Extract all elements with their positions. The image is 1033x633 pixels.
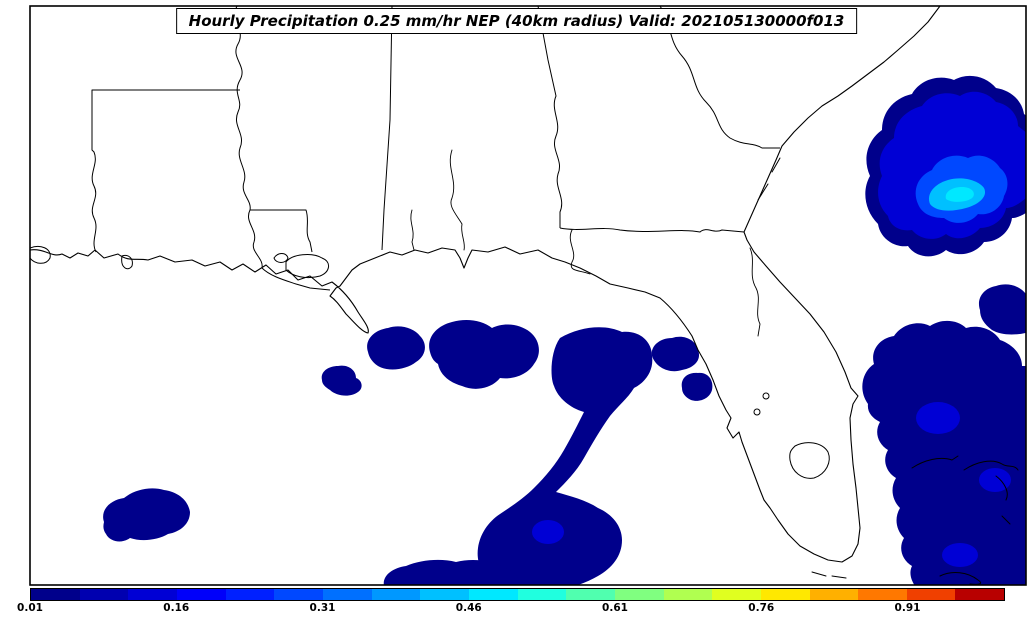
geography: [30, 6, 1019, 585]
colorbar-segment: [176, 589, 226, 600]
state-border-la-ms-31n: [250, 209, 313, 253]
colorbar-segment: [274, 589, 323, 600]
florida-keys: [811, 571, 847, 579]
precip-blob-apalachee: [651, 336, 700, 372]
bahamas-abaco: [963, 460, 1019, 501]
colorbar-segment: [858, 589, 907, 600]
pascagoula-river: [410, 209, 415, 251]
mississippi-river: [234, 6, 331, 291]
colorbar-segment: [614, 589, 664, 600]
precip-blob-cedar-key: [681, 372, 713, 401]
gulf-atlantic-coastline: [30, 6, 941, 563]
map-frame: [29, 5, 1027, 586]
state-border-tx-la: [91, 89, 240, 253]
precip-blob-gulf-isolated: [103, 488, 190, 542]
colorbar-tick-label: 0.46: [455, 602, 482, 614]
georgia-barrier-islands: [757, 157, 781, 201]
st-johns-river: [749, 247, 761, 337]
colorbar-segment: [128, 589, 177, 600]
colorbar-tick-label: 0.76: [748, 602, 775, 614]
precip-blob-snake-inner-pocket: [532, 520, 564, 544]
mobile-river: [449, 149, 465, 251]
lake-okeechobee: [789, 442, 830, 479]
precip-blob-right-edge: [979, 284, 1026, 335]
precip-blob-gulf-west1: [367, 326, 425, 370]
bahamas-bimini: [1001, 515, 1011, 525]
colorbar-labels: 0.01 0.16 0.31 0.46 0.61 0.76 0.91: [17, 602, 1005, 618]
colorbar-segment: [760, 589, 810, 600]
state-border-ga-sc-savannah-river: [659, 6, 780, 149]
precip-blob-gulf-snake: [477, 327, 653, 585]
central-florida-lake1: [753, 408, 761, 416]
bahamas-grand-bahama: [911, 455, 959, 469]
precip-blob-gulf-west2: [429, 320, 539, 389]
colorbar-tick-label: 0.01: [17, 602, 43, 614]
colorbar-segment: [809, 589, 859, 600]
precip-blob-bahamas-pocket1: [916, 402, 960, 434]
colorbar-segment: [225, 589, 275, 600]
central-florida-lake2: [762, 392, 770, 400]
lake-pontchartrain: [285, 254, 329, 279]
colorbar-tick-label: 0.61: [602, 602, 628, 614]
precip-blob-gulf-west3: [321, 365, 362, 396]
colorbar-segment: [420, 589, 469, 600]
colorbar-segment: [31, 589, 80, 600]
colorbar-segment: [371, 589, 421, 600]
colorbar-segment: [566, 589, 615, 600]
apalachicola-river: [569, 229, 591, 275]
colorbar-segment: [906, 589, 956, 600]
colorbar-tick-label: 0.91: [894, 602, 921, 614]
title-box: Hourly Precipitation 0.25 mm/hr NEP (40k…: [175, 8, 858, 34]
colorbar-segment: [79, 589, 129, 600]
colorbar-tick-label: 0.16: [163, 602, 190, 614]
precip-blob-bahamas-pocket2: [979, 468, 1011, 492]
galveston-bay: [30, 245, 51, 264]
colorbar-segment: [322, 589, 372, 600]
colorbar: [30, 588, 1005, 601]
colorbar-segment: [663, 589, 713, 600]
colorbar-segment: [468, 589, 518, 600]
precip-blob-bottom-edge: [383, 559, 522, 585]
precip-blob-bahamas-mass: [862, 321, 1026, 585]
plot-title: Hourly Precipitation 0.25 mm/hr NEP (40k…: [188, 12, 845, 30]
colorbar-segment: [712, 589, 761, 600]
colorbar-tick-label: 0.31: [309, 602, 336, 614]
colorbar-segment: [955, 589, 1005, 600]
lake-maurepas: [273, 253, 289, 263]
state-border-al-ga: [537, 6, 563, 228]
state-border-ga-fl: [559, 227, 745, 233]
precip-contours: [103, 75, 1026, 585]
state-border-ms-al: [381, 6, 393, 251]
colorbar-segment: [517, 589, 567, 600]
precip-blob-atlantic-core: [945, 187, 974, 202]
precip-blob-bahamas-pocket3: [942, 543, 978, 567]
